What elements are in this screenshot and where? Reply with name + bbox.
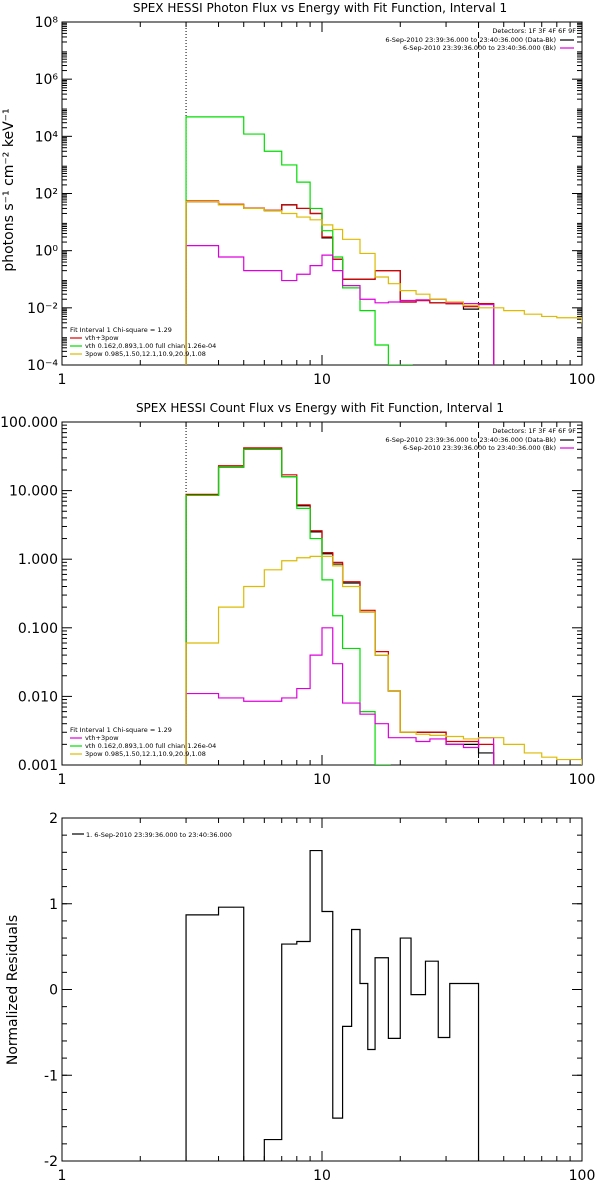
count-flux-panel: SPEX HESSI Count Flux vs Energy with Fit… (0, 401, 596, 788)
top-legend-header: Detectors: 1F 3F 4F 6F 9F (492, 27, 576, 35)
count-y-ticks: 0.001 0.010 0.100 1.000 10.000 100.000 (0, 415, 582, 774)
y-tick-label: 10⁴ (35, 129, 59, 145)
series-line (185, 627, 495, 765)
series-line (185, 555, 582, 765)
top-legend-header: Detectors: 1F 3F 4F 6F 9F (492, 427, 576, 435)
residuals-y-axis-label: Normalized Residuals (5, 915, 21, 1065)
count-bottom-legend: Fit Interval 1 Chi-square = 1.29vth+3pow… (70, 726, 216, 758)
bottom-legend-label: vth+3pow (85, 334, 119, 342)
photon-y-ticks: 10⁻⁴ 10⁻² 10⁰ 10² 10⁴ 10⁶ 10⁸ (27, 15, 582, 374)
bottom-legend-label: vth+3pow (85, 734, 119, 742)
photon-top-legend: Detectors: 1F 3F 4F 6F 9F6-Sep-2010 23:3… (385, 27, 576, 52)
residuals-panel: -2 -1 0 1 2 1 10 100 Normalized Residuals 1. 6… (5, 811, 595, 1184)
y-tick-label: 10.000 (9, 484, 58, 500)
top-legend-label: 6-Sep-2010 23:39:36.000 to 23:40:36.000 … (385, 36, 556, 44)
x-tick-label: 100 (569, 772, 596, 788)
y-tick-label: 0.010 (18, 689, 58, 705)
top-legend-label: 6-Sep-2010 23:39:36.000 to 23:40:36.000 … (403, 444, 556, 452)
photon-series-group (185, 116, 582, 365)
count-series-group (185, 447, 582, 765)
y-tick-label: 1 (49, 897, 58, 913)
y-tick-label: 2 (49, 811, 58, 827)
count-panel-title: SPEX HESSI Count Flux vs Energy with Fit… (136, 401, 504, 415)
y-tick-label: -2 (44, 1154, 58, 1170)
x-tick-label: 100 (569, 372, 596, 388)
series-line (185, 201, 582, 365)
y-tick-label: -1 (44, 1068, 58, 1084)
y-tick-label: 1.000 (18, 552, 58, 568)
y-tick-label: 0.100 (18, 621, 58, 637)
residuals-y-ticks: -2 -1 0 1 2 (44, 811, 582, 1170)
bottom-legend-label: vth 0.162,0.893,1.00 full chian 1.26e-04 (85, 342, 216, 350)
x-tick-label: 10 (313, 772, 331, 788)
x-tick-label: 10 (313, 1168, 331, 1184)
y-tick-label: 10⁻² (27, 301, 58, 317)
x-tick-label: 10 (313, 372, 331, 388)
photon-panel-title: SPEX HESSI Photon Flux vs Energy with Fi… (133, 1, 507, 15)
x-tick-label: 100 (569, 1168, 596, 1184)
bottom-legend-label: 3pow 0.985,1.50,12.1,10.9,20.9,1.08 (85, 350, 206, 358)
y-tick-label: 10⁸ (35, 15, 59, 31)
x-tick-label: 1 (58, 772, 67, 788)
bottom-legend-label: 3pow 0.985,1.50,12.1,10.9,20.9,1.08 (85, 750, 206, 758)
bottom-legend-label: vth 0.162,0.893,1.00 full chian 1.26e-04 (85, 742, 216, 750)
photon-y-axis-label: photons s⁻¹ cm⁻² keV⁻¹ (1, 108, 17, 271)
top-legend-label: 6-Sep-2010 23:39:36.000 to 23:40:36.000 … (385, 436, 556, 444)
residuals-x-ticks: 1 10 100 (58, 818, 596, 1184)
top-legend-label: 6-Sep-2010 23:39:36.000 to 23:40:36.000 … (403, 44, 556, 52)
y-tick-label: 0.001 (18, 758, 58, 774)
residuals-legend: 1. 6-Sep-2010 23:39:36.000 to 23:40:36.0… (72, 831, 232, 839)
count-top-legend: Detectors: 1F 3F 4F 6F 9F6-Sep-2010 23:3… (385, 427, 576, 452)
y-tick-label: 10⁻⁴ (27, 358, 58, 374)
y-tick-label: 100.000 (0, 415, 58, 431)
y-tick-label: 0 (49, 983, 58, 999)
photon-flux-panel: SPEX HESSI Photon Flux vs Energy with Fi… (1, 1, 596, 388)
y-tick-label: 10² (35, 187, 58, 203)
residuals-series-group (185, 849, 480, 1161)
bottom-legend-header: Fit Interval 1 Chi-square = 1.29 (70, 326, 172, 334)
photon-bottom-legend: Fit Interval 1 Chi-square = 1.29vth+3pow… (70, 326, 216, 358)
x-tick-label: 1 (58, 1168, 67, 1184)
series-line (185, 849, 480, 1161)
residuals-legend-label: 1. 6-Sep-2010 23:39:36.000 to 23:40:36.0… (86, 831, 232, 839)
y-tick-label: 10⁶ (35, 72, 59, 88)
bottom-legend-header: Fit Interval 1 Chi-square = 1.29 (70, 726, 172, 734)
x-tick-label: 1 (58, 372, 67, 388)
y-tick-label: 10⁰ (35, 244, 59, 260)
photon-x-ticks: 1 10 100 (58, 22, 596, 388)
